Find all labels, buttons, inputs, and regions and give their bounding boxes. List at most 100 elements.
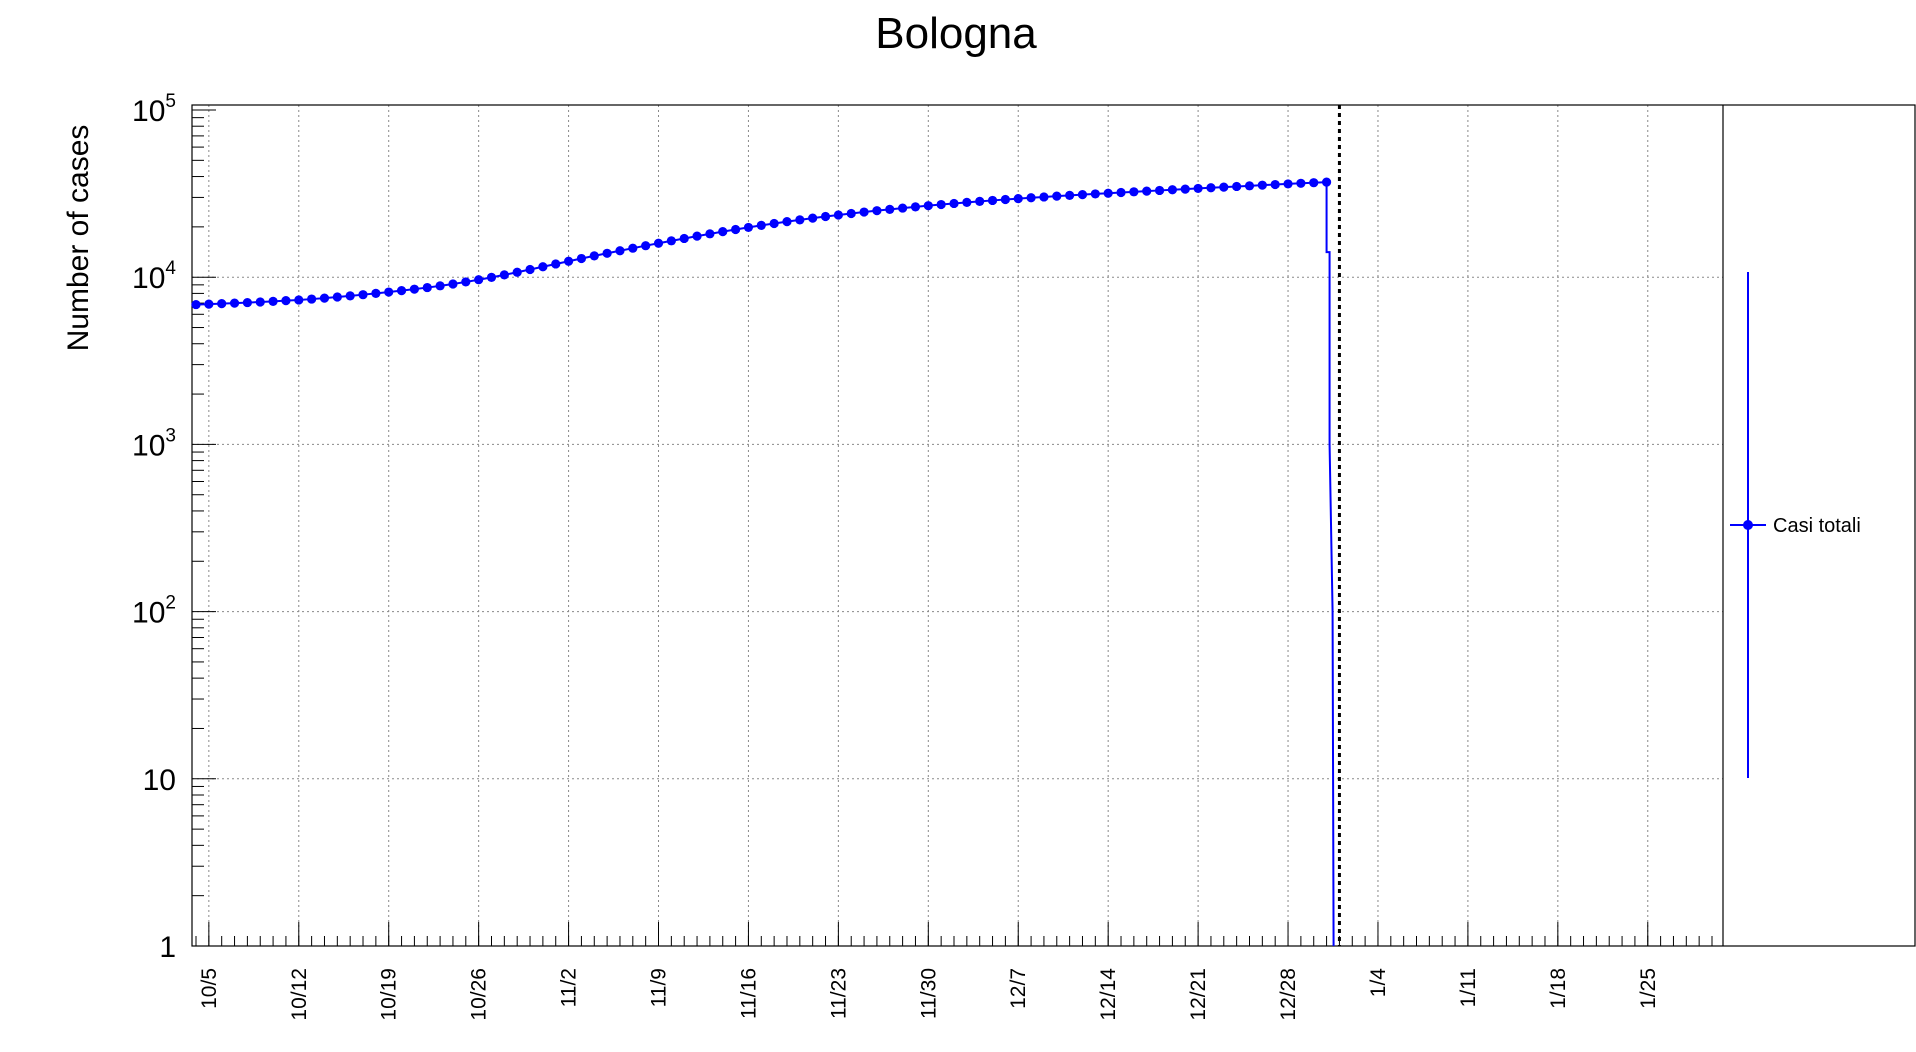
data-point: [615, 246, 625, 256]
data-point: [1000, 194, 1010, 205]
data-point: [833, 210, 843, 220]
data-point: [332, 292, 342, 302]
data-point: [1090, 189, 1100, 199]
plot-frame: [191, 104, 1916, 947]
data-point: [872, 206, 882, 216]
series-casi-totali: [191, 177, 1335, 946]
data-point: [885, 204, 895, 214]
data-point: [730, 224, 741, 235]
data-point: [820, 211, 831, 222]
data-point: [448, 279, 458, 289]
x-tick-label: 1/18: [1547, 968, 1570, 1009]
x-tick-label: 1/11: [1457, 968, 1480, 1007]
series-drop-line: [1325, 182, 1335, 946]
data-point: [1257, 180, 1267, 190]
data-point: [1013, 194, 1023, 204]
data-point: [422, 282, 432, 293]
data-point: [859, 207, 869, 217]
data-point: [499, 270, 509, 280]
x-tick-label: 11/9: [648, 968, 671, 1007]
data-point: [1116, 187, 1126, 198]
data-point: [782, 217, 792, 227]
data-point: [705, 229, 715, 239]
data-point: [319, 293, 330, 303]
data-point: [898, 203, 908, 213]
data-point: [1026, 193, 1036, 203]
x-tick-label: 11/16: [737, 968, 760, 1019]
data-point: [345, 291, 355, 301]
data-point: [910, 202, 921, 212]
x-tick-label: 12/14: [1097, 968, 1120, 1021]
data-point: [679, 233, 689, 244]
data-point: [1154, 185, 1165, 196]
data-point: [756, 220, 766, 230]
data-point: [576, 253, 587, 264]
data-point: [538, 262, 548, 272]
data-point: [666, 236, 676, 246]
legend-marker: [1743, 520, 1753, 530]
data-point: [191, 299, 201, 310]
data-point: [1193, 183, 1203, 194]
data-point: [1039, 192, 1049, 202]
data-point: [975, 196, 985, 207]
data-point: [396, 286, 407, 296]
data-point: [435, 281, 445, 291]
data-point: [795, 215, 805, 225]
x-tick-label: 1/4: [1367, 968, 1390, 998]
data-point: [1219, 182, 1229, 192]
y-tick-label: 103: [132, 425, 176, 462]
data-point: [204, 299, 214, 309]
x-tick-label: 10/5: [198, 968, 221, 1009]
data-point: [255, 297, 265, 307]
data-point: [461, 277, 471, 287]
data-point: [358, 290, 368, 300]
data-point: [268, 296, 278, 306]
data-point: [1232, 181, 1242, 192]
x-tick-label: 10/12: [288, 968, 311, 1021]
data-point: [1142, 186, 1152, 196]
data-point: [1270, 179, 1280, 190]
data-point: [1283, 179, 1293, 189]
x-tick-label: 11/2: [558, 968, 581, 1007]
x-tick-label: 12/21: [1187, 968, 1210, 1021]
data-point: [1052, 191, 1062, 201]
data-point: [628, 243, 638, 253]
data-point: [525, 264, 535, 275]
data-point: [1296, 178, 1306, 188]
data-point: [409, 284, 420, 294]
x-tick-label: 10/19: [378, 968, 401, 1021]
data-point: [1321, 177, 1332, 187]
data-point: [384, 287, 394, 297]
legend: Casi totali: [1730, 272, 1861, 778]
data-point: [936, 199, 946, 210]
data-point: [1244, 181, 1255, 191]
x-tick-label: 12/28: [1277, 968, 1300, 1021]
data-point: [589, 251, 599, 261]
data-point: [923, 201, 933, 211]
data-point: [1077, 190, 1088, 200]
data-point: [641, 241, 651, 251]
data-point: [602, 248, 612, 258]
data-point: [307, 294, 317, 304]
data-point: [242, 297, 252, 308]
data-point: [1129, 187, 1139, 197]
x-tick-label: 11/30: [917, 968, 940, 1019]
data-point: [653, 238, 664, 248]
x-tick-label: 12/7: [1007, 968, 1030, 1009]
data-point: [474, 275, 484, 285]
y-tick-label: 105: [132, 91, 176, 128]
data-point: [1180, 184, 1190, 194]
data-point: [1065, 190, 1075, 200]
data-point: [281, 296, 291, 306]
data-point: [1167, 185, 1178, 195]
data-point: [294, 295, 304, 305]
x-tick-label: 10/26: [468, 968, 491, 1021]
data-point: [769, 218, 779, 229]
data-point: [987, 195, 998, 206]
y-tick-label: 104: [132, 258, 176, 295]
data-point: [563, 256, 574, 266]
data-point: [718, 227, 728, 237]
data-point: [371, 288, 381, 299]
